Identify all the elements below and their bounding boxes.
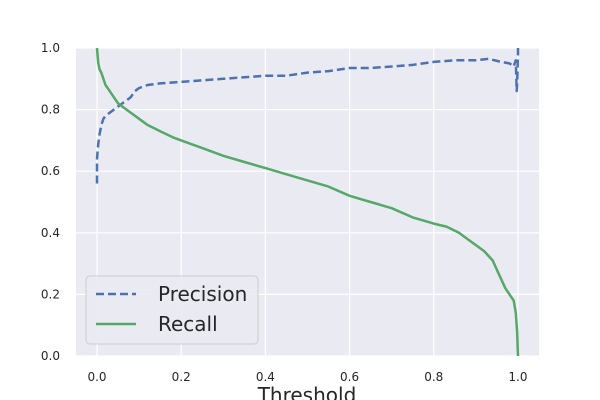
legend-box bbox=[85, 275, 259, 345]
x-axis-label: Threshold bbox=[257, 383, 357, 400]
x-tick-label: 0.8 bbox=[424, 370, 443, 384]
y-tick-label: 0.2 bbox=[41, 287, 60, 301]
y-tick-label: 0.0 bbox=[41, 349, 60, 363]
x-tick-label: 0.2 bbox=[172, 370, 191, 384]
y-tick-label: 0.6 bbox=[41, 164, 60, 178]
x-tick-label: 0.6 bbox=[340, 370, 359, 384]
y-tick-label: 0.4 bbox=[41, 226, 60, 240]
recall-line bbox=[95, 47, 520, 357]
legend-recall-label: Recall bbox=[158, 312, 218, 336]
precision-line bbox=[95, 48, 520, 184]
y-tick-label: 1.0 bbox=[41, 41, 60, 55]
tick-labels: 0.0 0.2 0.4 0.6 0.8 1.0 0.0 0.2 0.4 0.6 0.8 1.0 bbox=[41, 41, 528, 384]
x-tick-label: 0.0 bbox=[87, 370, 106, 384]
legend: Precision Recall bbox=[85, 275, 259, 345]
x-tick-label: 0.4 bbox=[256, 370, 275, 384]
y-tick-label: 0.8 bbox=[41, 103, 60, 117]
x-tick-label: 1.0 bbox=[508, 370, 527, 384]
legend-precision-label: Precision bbox=[158, 282, 247, 306]
series-lines bbox=[95, 47, 520, 357]
